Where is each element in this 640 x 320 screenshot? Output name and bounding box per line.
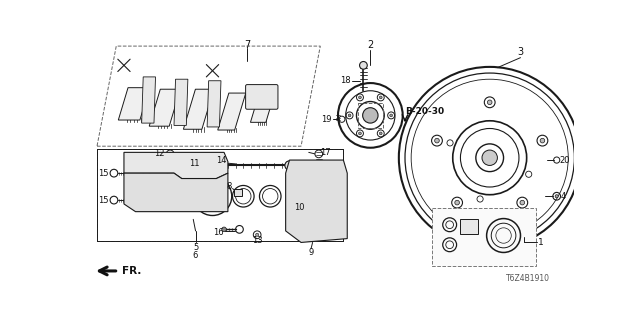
Text: 17: 17 [320,148,331,157]
Text: 19: 19 [321,115,332,124]
Text: 15: 15 [98,169,109,178]
Text: 3: 3 [517,47,524,57]
Circle shape [255,233,259,236]
Circle shape [358,96,362,99]
Text: 11: 11 [189,159,200,168]
Text: B-20-30: B-20-30 [405,107,444,116]
Polygon shape [124,173,228,212]
Text: 14: 14 [216,156,227,164]
Circle shape [380,96,382,99]
Polygon shape [118,88,150,120]
Text: 5: 5 [193,243,198,252]
Circle shape [285,161,294,170]
Polygon shape [141,77,156,123]
Circle shape [168,152,172,156]
Circle shape [540,138,545,143]
Polygon shape [207,81,221,127]
Text: 8: 8 [227,182,232,191]
Polygon shape [218,93,246,130]
Text: 20: 20 [560,156,570,164]
Text: 12: 12 [154,149,164,158]
Circle shape [455,200,460,205]
Text: T6Z4B1910: T6Z4B1910 [506,274,550,283]
Circle shape [221,227,227,232]
Circle shape [358,132,362,135]
Text: 9: 9 [308,248,314,257]
FancyBboxPatch shape [234,188,242,196]
FancyBboxPatch shape [460,219,478,234]
Circle shape [307,206,310,209]
Circle shape [348,114,351,117]
Text: 2: 2 [367,40,374,50]
Circle shape [520,200,525,205]
Text: 18: 18 [340,76,351,85]
Text: 7: 7 [244,40,250,50]
Circle shape [205,188,220,204]
Polygon shape [250,93,275,122]
Text: 10: 10 [294,203,305,212]
Text: 16: 16 [213,228,224,237]
Polygon shape [184,89,214,129]
FancyBboxPatch shape [246,84,278,109]
Text: FR.: FR. [122,266,141,276]
Polygon shape [149,89,180,126]
Text: 1: 1 [538,238,544,247]
Circle shape [363,108,378,123]
Circle shape [488,100,492,105]
Polygon shape [285,160,348,243]
Circle shape [360,61,367,69]
Circle shape [435,138,439,143]
Polygon shape [174,79,188,125]
Polygon shape [124,152,228,179]
Circle shape [555,195,558,198]
Circle shape [380,132,382,135]
Text: 13: 13 [252,236,262,245]
Circle shape [482,150,497,165]
Text: 4: 4 [561,192,566,201]
FancyBboxPatch shape [432,208,536,266]
Circle shape [152,175,164,187]
Text: 15: 15 [98,196,109,204]
Circle shape [390,114,392,117]
Text: 6: 6 [193,251,198,260]
